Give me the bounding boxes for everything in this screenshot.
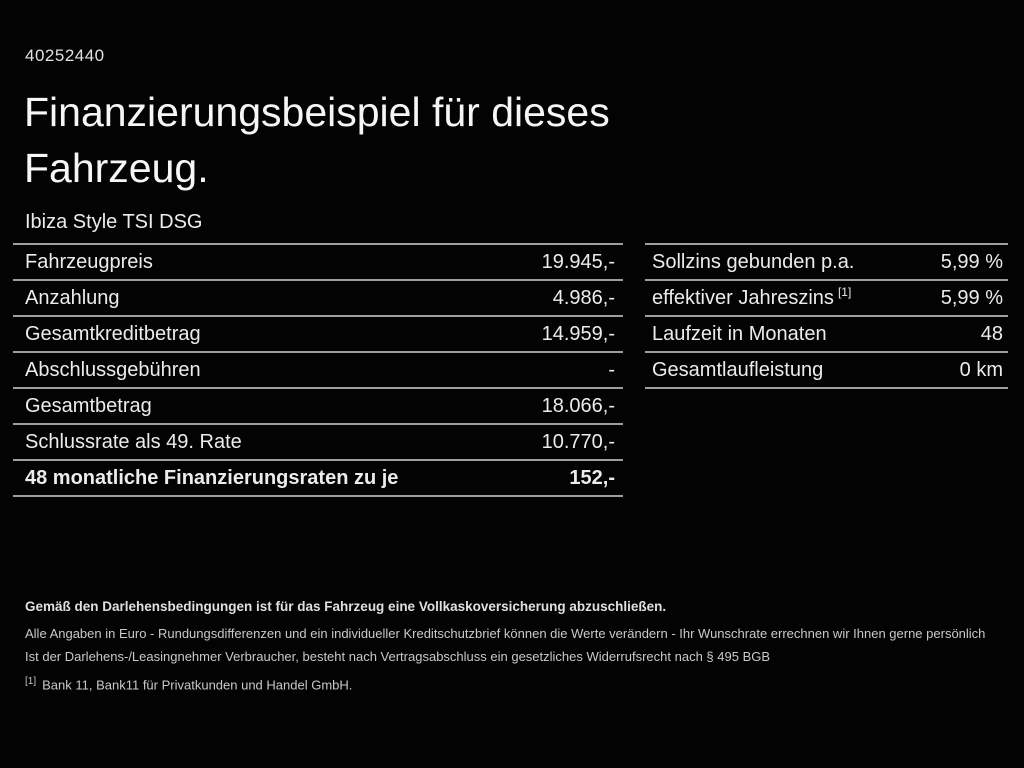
- footer-disclaimer-1: Alle Angaben in Euro - Rundungsdifferenz…: [25, 626, 986, 641]
- page-title-line1: Finanzierungsbeispiel für dieses: [24, 89, 610, 135]
- table-row-effektiver-jahreszins: effektiver Jahreszins [1] 5,99 %: [645, 281, 1008, 317]
- table-row-monatsrate: 48 monatliche Finanzierungsraten zu je 1…: [13, 461, 623, 497]
- row-label: Gesamtlaufleistung: [652, 358, 824, 381]
- row-label: Gesamtbetrag: [25, 394, 152, 417]
- row-label: 48 monatliche Finanzierungsraten zu je: [25, 466, 399, 489]
- table-row-gesamtbetrag: Gesamtbetrag 18.066,-: [13, 389, 623, 425]
- row-label: Gesamtkreditbetrag: [25, 322, 201, 345]
- row-label: Laufzeit in Monaten: [652, 322, 827, 345]
- row-value: 4.986,-: [552, 286, 615, 309]
- table-row-fahrzeugpreis: Fahrzeugpreis 19.945,-: [13, 245, 623, 281]
- conditions-table: Sollzins gebunden p.a. 5,99 % effektiver…: [645, 243, 1008, 389]
- row-value: 19.945,-: [541, 250, 615, 273]
- table-row-abschlussgebuehren: Abschlussgebühren -: [13, 353, 623, 389]
- page-title-line2: Fahrzeug.: [24, 145, 209, 191]
- row-label: Schlussrate als 49. Rate: [25, 430, 242, 453]
- row-value: 18.066,-: [541, 394, 615, 417]
- row-label: Anzahlung: [25, 286, 120, 309]
- row-value: 152,-: [569, 466, 615, 489]
- row-value: 48: [980, 322, 1003, 345]
- footnote-text: Bank 11, Bank11 für Privatkunden und Han…: [42, 677, 353, 693]
- financing-table: Fahrzeugpreis 19.945,- Anzahlung 4.986,-…: [13, 243, 623, 497]
- row-label: Abschlussgebühren: [25, 358, 201, 381]
- footnote-marker: [1]: [25, 676, 37, 687]
- row-value: 5,99 %: [940, 286, 1003, 309]
- legal-footer: Gemäß den Darlehensbedingungen ist für d…: [25, 599, 1004, 692]
- row-value: 14.959,-: [541, 322, 615, 345]
- table-row-laufzeit: Laufzeit in Monaten 48: [645, 317, 1008, 353]
- row-value: 5,99 %: [940, 250, 1003, 273]
- table-row-schlussrate: Schlussrate als 49. Rate 10.770,-: [13, 425, 623, 461]
- table-row-anzahlung: Anzahlung 4.986,-: [13, 281, 623, 317]
- row-label: effektiver Jahreszins [1]: [652, 284, 852, 309]
- table-row-gesamtlaufleistung: Gesamtlaufleistung 0 km: [645, 353, 1008, 389]
- row-value: -: [608, 358, 615, 381]
- row-label: Fahrzeugpreis: [25, 250, 153, 273]
- table-row-gesamtkreditbetrag: Gesamtkreditbetrag 14.959,-: [13, 317, 623, 353]
- footer-disclaimer-2: Ist der Darlehens-/Leasingnehmer Verbrau…: [25, 649, 771, 664]
- page-title: Finanzierungsbeispiel für dieses Fahrzeu…: [24, 84, 610, 196]
- table-row-sollzins: Sollzins gebunden p.a. 5,99 %: [645, 245, 1008, 281]
- row-label: Sollzins gebunden p.a.: [652, 250, 855, 273]
- vehicle-model: Ibiza Style TSI DSG: [25, 211, 203, 233]
- footnote-ref: [1]: [837, 284, 852, 299]
- row-value: 0 km: [959, 358, 1003, 381]
- row-value: 10.770,-: [541, 430, 615, 453]
- vehicle-id: 40252440: [25, 46, 105, 65]
- footer-footnote: [1] Bank 11, Bank11 für Privatkunden und …: [25, 676, 1004, 692]
- footer-insurance-note: Gemäß den Darlehensbedingungen ist für d…: [25, 599, 667, 614]
